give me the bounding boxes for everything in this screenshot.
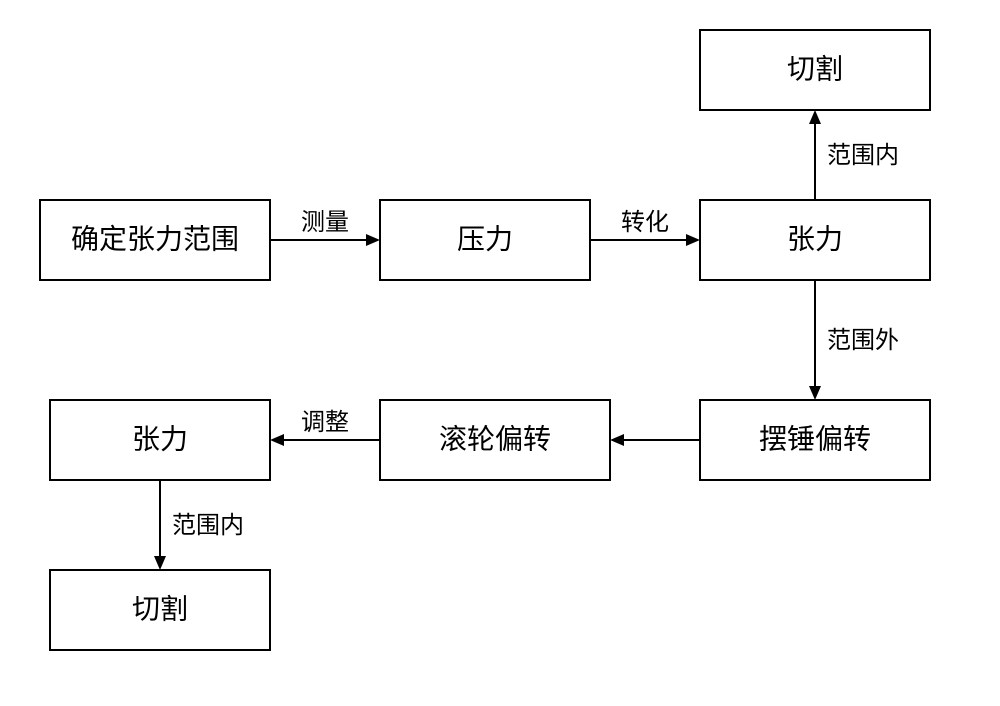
node-label-tension_r: 张力 bbox=[787, 224, 843, 256]
node-label-roller: 滚轮偏转 bbox=[439, 424, 551, 456]
node-label-pressure: 压力 bbox=[457, 224, 513, 256]
node-label-pendulum: 摆锤偏转 bbox=[759, 424, 871, 456]
svg-text:范围内: 范围内 bbox=[827, 142, 899, 169]
svg-text:转化: 转化 bbox=[621, 209, 669, 236]
node-label-define_range: 确定张力范围 bbox=[71, 224, 239, 256]
svg-text:范围内: 范围内 bbox=[172, 512, 244, 539]
node-label-tension_l: 张力 bbox=[132, 424, 188, 456]
svg-text:调整: 调整 bbox=[301, 409, 349, 436]
svg-text:范围外: 范围外 bbox=[827, 327, 899, 354]
node-label-cut_bl: 切割 bbox=[132, 594, 188, 626]
node-label-cut_top: 切割 bbox=[787, 54, 843, 86]
svg-text:测量: 测量 bbox=[301, 209, 349, 236]
